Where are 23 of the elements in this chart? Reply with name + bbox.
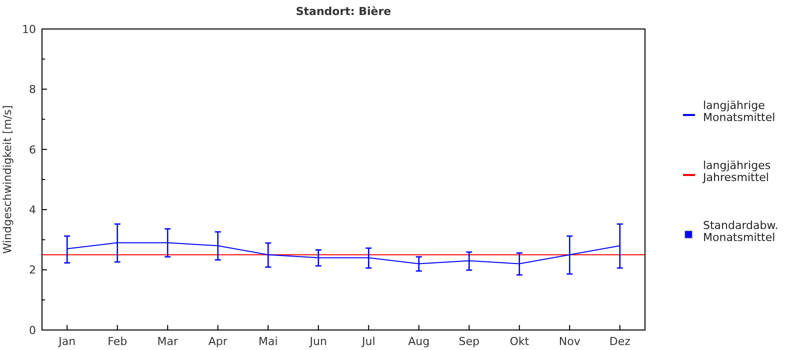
y-tick-label: 4 bbox=[29, 203, 36, 216]
x-tick-label: Sep bbox=[458, 335, 480, 348]
x-tick-label: Mai bbox=[258, 335, 278, 348]
x-tick-label: Dez bbox=[609, 335, 631, 348]
y-tick-label: 2 bbox=[29, 264, 36, 277]
x-tick-label: Jun bbox=[308, 335, 327, 348]
x-tick-label: Nov bbox=[558, 335, 581, 348]
x-tick-label: Apr bbox=[208, 335, 228, 348]
x-tick-label: Jan bbox=[58, 335, 76, 348]
y-tick-label: 10 bbox=[22, 22, 36, 36]
y-tick-label: 8 bbox=[29, 83, 36, 96]
x-tick-label: Jul bbox=[360, 335, 376, 348]
legend-label: langjähriges Jahresmittel bbox=[702, 159, 771, 184]
y-tick-label: 0 bbox=[29, 324, 36, 337]
chart-title: Standort: Bière bbox=[296, 5, 392, 18]
x-tick-label: Okt bbox=[510, 335, 530, 348]
legend-label: langjährige Monatsmittel bbox=[703, 99, 776, 124]
x-tick-label: Aug bbox=[408, 335, 430, 348]
y-axis-title: Windgeschwindigkeit [m/s] bbox=[1, 105, 14, 254]
y-tick-label: 6 bbox=[29, 143, 36, 156]
x-tick-label: Feb bbox=[108, 335, 128, 348]
x-tick-label: Mar bbox=[157, 335, 178, 348]
text: Standardabw. Monatsmittel bbox=[703, 219, 778, 244]
